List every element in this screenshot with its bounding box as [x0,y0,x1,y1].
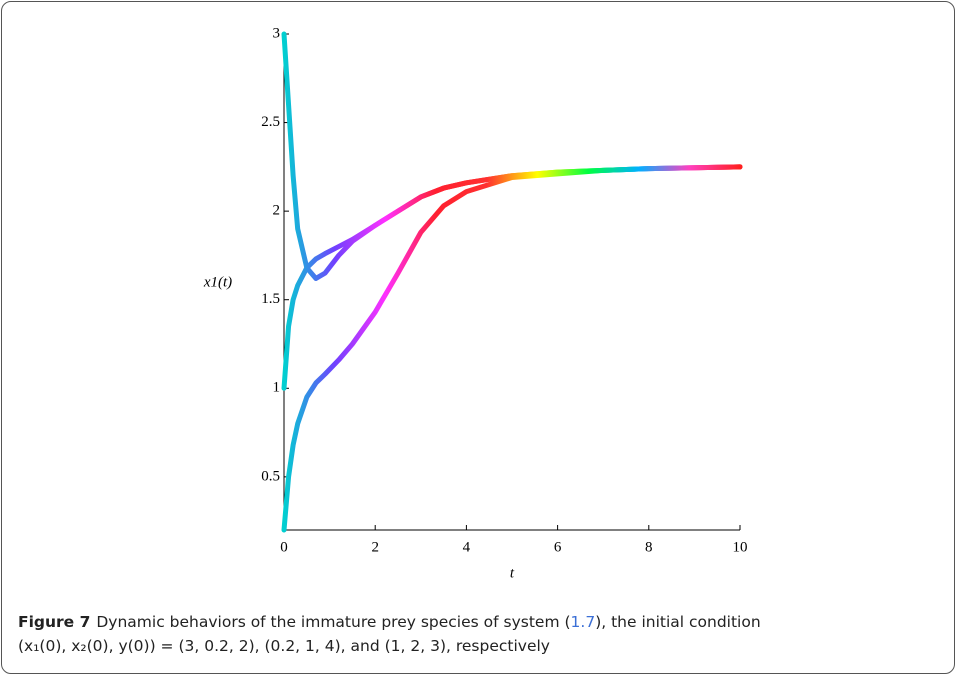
caption: Figure 7 Dynamic behaviors of the immatur… [18,610,761,658]
line [281,164,743,533]
y-tick-label: 1.5 [261,291,280,307]
y-tick-label: 2 [273,203,281,219]
x-tick-label: 10 [733,539,748,555]
caption-text: (x₁(0), x₂(0), y(0)) = (3, 0.2, 2), (0.2… [18,637,550,655]
x-axis-label: t [510,565,515,581]
x-tick-label: 0 [280,539,288,555]
x-tick-label: 8 [645,539,653,555]
y-axis-label: x1(t) [203,274,232,290]
y-tick-label: 3 [273,25,281,41]
chart: x1(t) t 0.5 1 1.5 2 2.5 3 0 2 4 6 8 10 [203,25,748,581]
caption-text: ), the initial condition [595,613,761,631]
x-tick-label: 4 [463,539,471,555]
caption-text: Dynamic behaviors of the immature prey s… [96,613,571,631]
x-tick-label: 2 [371,539,379,555]
y-tick-label: 0.5 [261,468,280,484]
line [281,164,743,391]
y-tick-label: 1 [273,380,281,396]
caption-ref[interactable]: 1.7 [570,613,596,631]
y-tick-label: 2.5 [261,114,280,130]
caption-label: Figure 7 [18,613,91,631]
x-tick-label: 6 [554,539,562,555]
